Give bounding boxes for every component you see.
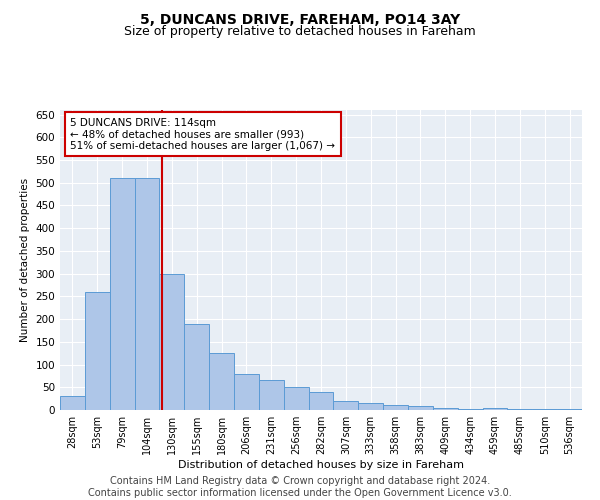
Bar	[458, 409, 482, 410]
Bar	[508, 409, 532, 410]
Bar	[532, 409, 557, 410]
Bar	[134, 178, 160, 410]
Bar	[259, 380, 284, 410]
Text: Contains HM Land Registry data © Crown copyright and database right 2024.
Contai: Contains HM Land Registry data © Crown c…	[88, 476, 512, 498]
Text: 5 DUNCANS DRIVE: 114sqm
← 48% of detached houses are smaller (993)
51% of semi-d: 5 DUNCANS DRIVE: 114sqm ← 48% of detache…	[70, 118, 335, 150]
Bar	[184, 324, 209, 410]
Text: Size of property relative to detached houses in Fareham: Size of property relative to detached ho…	[124, 25, 476, 38]
Bar	[209, 353, 234, 410]
Bar	[234, 374, 259, 410]
X-axis label: Distribution of detached houses by size in Fareham: Distribution of detached houses by size …	[178, 460, 464, 470]
Bar	[557, 409, 582, 410]
Bar	[358, 403, 383, 410]
Bar	[433, 408, 458, 410]
Bar	[308, 392, 334, 410]
Y-axis label: Number of detached properties: Number of detached properties	[20, 178, 30, 342]
Bar	[383, 406, 408, 410]
Bar	[284, 388, 308, 410]
Bar	[408, 406, 433, 410]
Bar	[482, 408, 508, 410]
Bar	[85, 292, 110, 410]
Bar	[110, 178, 134, 410]
Bar	[334, 401, 358, 410]
Bar	[60, 396, 85, 410]
Text: 5, DUNCANS DRIVE, FAREHAM, PO14 3AY: 5, DUNCANS DRIVE, FAREHAM, PO14 3AY	[140, 12, 460, 26]
Bar	[160, 274, 184, 410]
